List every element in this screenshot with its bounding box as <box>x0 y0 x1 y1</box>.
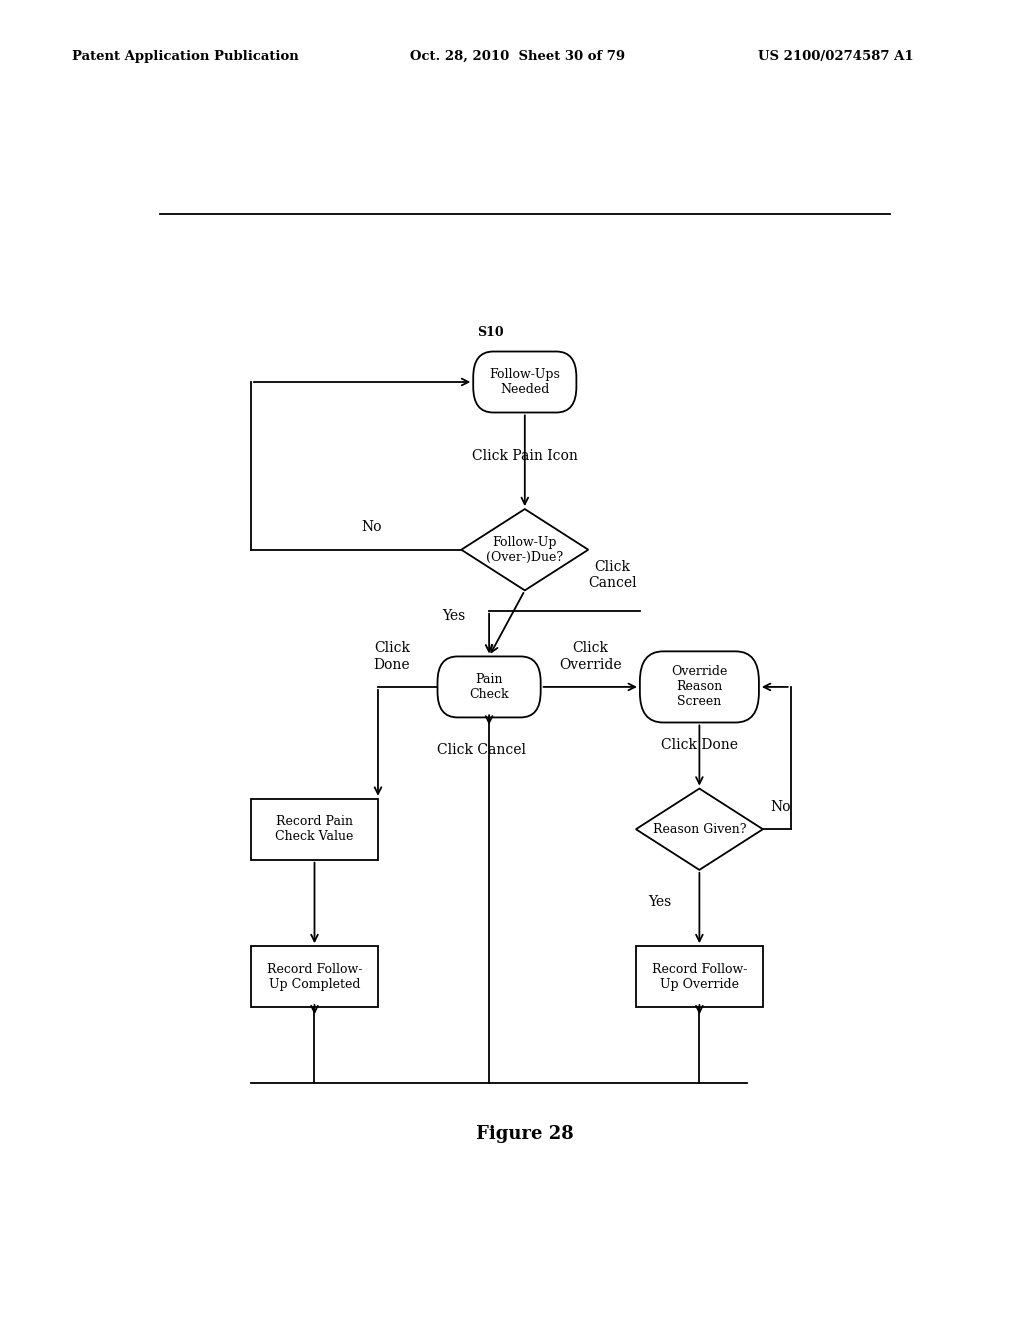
FancyBboxPatch shape <box>640 651 759 722</box>
Text: S10: S10 <box>477 326 504 339</box>
Text: Click Done: Click Done <box>660 738 738 752</box>
Polygon shape <box>461 510 588 590</box>
Text: Click
Cancel: Click Cancel <box>588 560 636 590</box>
FancyBboxPatch shape <box>437 656 541 718</box>
Bar <box>251 946 378 1007</box>
Text: Figure 28: Figure 28 <box>476 1125 573 1143</box>
Text: Record Pain
Check Value: Record Pain Check Value <box>275 816 353 843</box>
Text: Patent Application Publication: Patent Application Publication <box>72 50 298 63</box>
Text: Oct. 28, 2010  Sheet 30 of 79: Oct. 28, 2010 Sheet 30 of 79 <box>410 50 625 63</box>
Text: Override
Reason
Screen: Override Reason Screen <box>671 665 728 709</box>
FancyBboxPatch shape <box>473 351 577 412</box>
Text: Record Follow-
Up Override: Record Follow- Up Override <box>651 962 748 990</box>
Text: Click
Override: Click Override <box>559 642 622 672</box>
Text: Follow-Up
(Over-)Due?: Follow-Up (Over-)Due? <box>486 536 563 564</box>
Text: Click Pain Icon: Click Pain Icon <box>472 449 578 463</box>
Text: Click
Done: Click Done <box>374 642 411 672</box>
Text: No: No <box>771 800 792 814</box>
Text: Pain
Check: Pain Check <box>469 673 509 701</box>
Bar <box>636 946 763 1007</box>
Text: Yes: Yes <box>441 609 465 623</box>
Text: Click Cancel: Click Cancel <box>436 743 525 756</box>
Text: US 2100/0274587 A1: US 2100/0274587 A1 <box>758 50 913 63</box>
Bar <box>251 799 378 859</box>
Text: Reason Given?: Reason Given? <box>652 822 746 836</box>
Text: Follow-Ups
Needed: Follow-Ups Needed <box>489 368 560 396</box>
Text: No: No <box>361 520 382 535</box>
Polygon shape <box>636 788 763 870</box>
Text: Yes: Yes <box>648 895 672 909</box>
Text: Record Follow-
Up Completed: Record Follow- Up Completed <box>267 962 362 990</box>
